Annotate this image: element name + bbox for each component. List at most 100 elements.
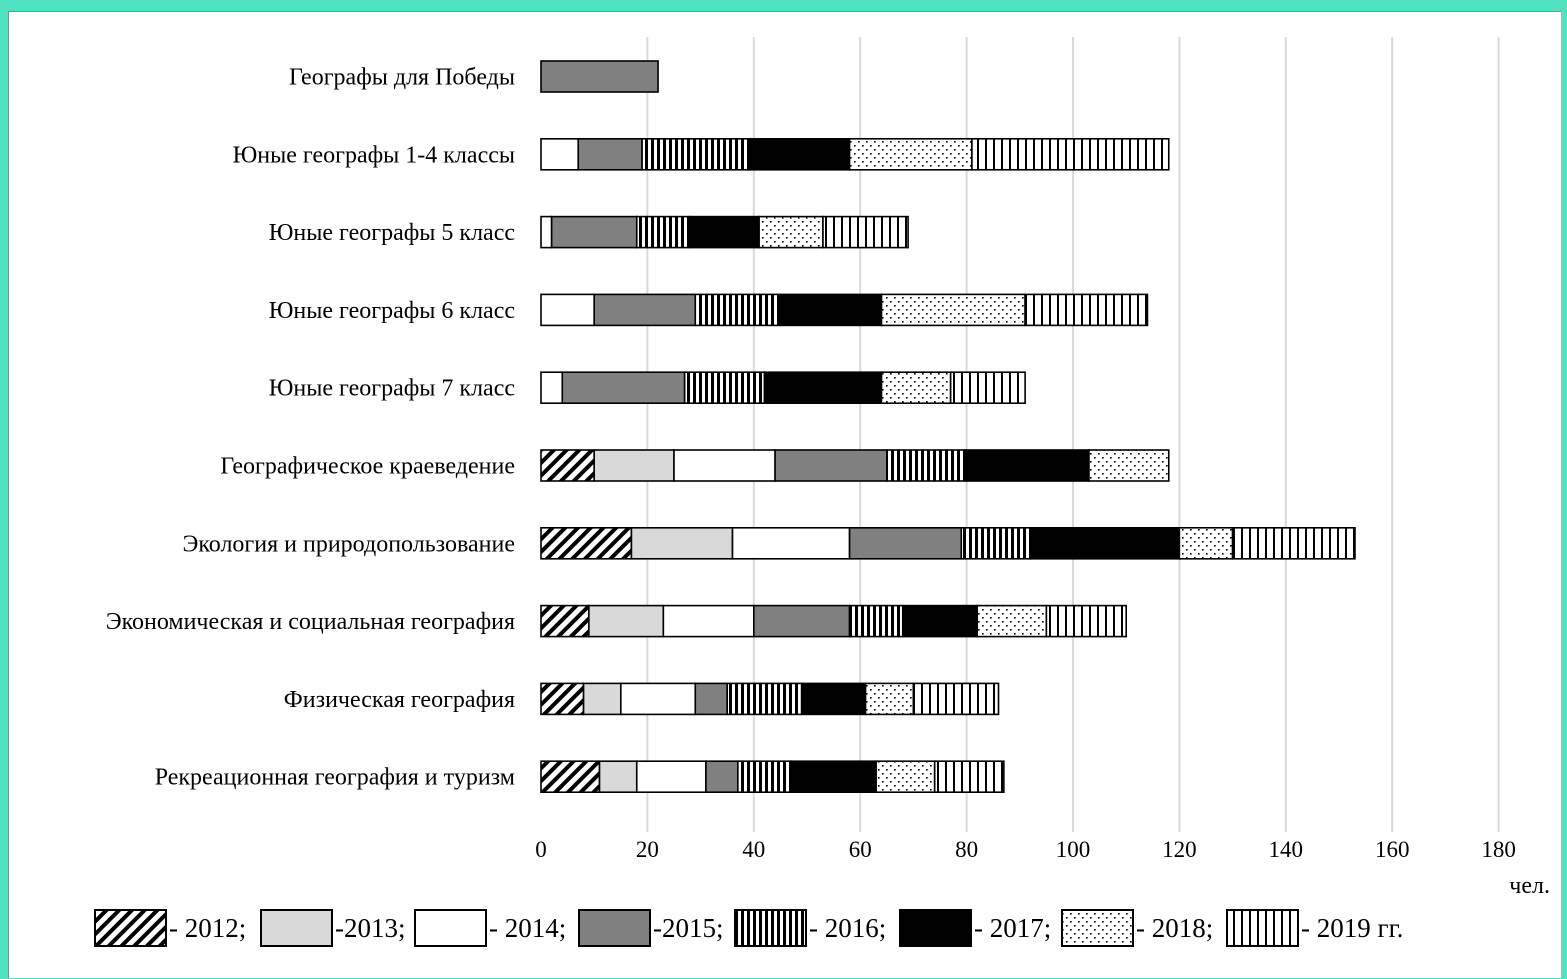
legend-label: - 2016; — [809, 913, 886, 943]
bar-segment — [540, 526, 633, 560]
bar-segment — [1231, 526, 1356, 560]
bar-segment — [774, 449, 888, 482]
legend-swatch — [260, 909, 333, 947]
legend-label: - 2014; — [489, 913, 566, 943]
chart-frame: Географы для Победы Юные географы 1-4 кла… — [8, 11, 1561, 978]
bar-segment — [540, 138, 580, 171]
bar-segment — [540, 682, 585, 716]
category-label: Экология и природопользование — [182, 531, 515, 557]
bars — [540, 60, 1356, 794]
bar-segment — [582, 682, 622, 716]
bar-segment — [1178, 526, 1234, 560]
bar-segment — [758, 215, 824, 249]
bar-segment — [763, 371, 883, 405]
bar-segment — [561, 371, 686, 405]
bar-segment — [864, 682, 915, 716]
x-tick-label: 60 — [849, 837, 872, 862]
bar-segment — [726, 682, 803, 716]
bar-segment — [912, 682, 1000, 716]
bar-segment — [588, 604, 665, 638]
bar-segment — [540, 371, 564, 405]
legend-label: - 2012; — [169, 913, 246, 943]
bar-segment — [965, 449, 1090, 482]
category-label: Юные географы 6 класс — [269, 298, 515, 324]
bar-segment — [540, 449, 596, 482]
bar-segment — [1045, 604, 1128, 638]
bar-segment — [593, 449, 675, 482]
bar-segment — [619, 682, 697, 716]
category-labels: Географы для Победы Юные географы 1-4 кла… — [106, 65, 515, 791]
bar-segment — [540, 760, 601, 794]
bar-segment — [747, 138, 851, 171]
bar-segment — [880, 371, 952, 405]
legend-swatch — [1061, 909, 1134, 947]
category-label: Физическая география — [284, 687, 515, 713]
legend-swatch — [94, 909, 167, 947]
category-label: Экономическая и социальная география — [106, 609, 515, 635]
bar-segment — [880, 293, 1026, 327]
bar-segment — [949, 371, 1026, 405]
bar-segment — [641, 138, 750, 171]
bar-segment — [540, 604, 590, 638]
bar-segment — [960, 526, 1032, 560]
bar-segment — [1024, 293, 1149, 327]
bar-segment — [689, 215, 760, 249]
bar-segment — [933, 760, 1005, 794]
bar-segment — [1088, 449, 1170, 482]
category-label: Рекреационная география и туризм — [155, 765, 515, 791]
x-axis-ticks: 0 20 40 60 80 100 120 140 160 180 — [535, 837, 1516, 862]
bar-segment — [577, 138, 643, 171]
x-tick-label: 180 — [1481, 837, 1516, 862]
legend-label: -2015; — [653, 913, 724, 943]
legend-swatch — [414, 909, 487, 947]
bar-segment — [779, 293, 883, 327]
bar-segment — [1029, 526, 1181, 560]
category-label: Юные географы 5 класс — [269, 220, 515, 246]
bar-segment — [737, 760, 792, 794]
bar-segment — [694, 682, 729, 716]
category-label: Юные географы 7 класс — [269, 376, 515, 402]
category-label: Географическое краеведение — [220, 454, 515, 480]
x-axis-unit: чел. — [1509, 873, 1550, 899]
bar-segment — [901, 604, 979, 638]
bar-segment — [976, 604, 1048, 638]
legend-label: -2013; — [335, 913, 406, 943]
bar-segment — [875, 760, 936, 794]
bar-segment — [540, 215, 553, 249]
x-tick-label: 80 — [955, 837, 978, 862]
bar-segment — [593, 293, 697, 327]
bar-segment — [550, 215, 638, 249]
bar-segment — [635, 760, 707, 794]
legend-label: - 2019 гг. — [1301, 913, 1403, 943]
x-tick-label: 40 — [742, 837, 765, 862]
bar-segment — [848, 604, 904, 638]
bar-segment — [683, 371, 766, 405]
bar-segment — [848, 526, 963, 560]
bar-segment — [540, 293, 596, 327]
category-label: Географы для Победы — [289, 65, 515, 91]
legend-swatch — [899, 909, 972, 947]
bar-segment — [673, 449, 776, 482]
bar-segment — [540, 60, 659, 93]
legend: - 2012; -2013; - 2014; -2015; - 2016; - 2017;… — [94, 909, 1403, 947]
legend-swatch — [1226, 909, 1299, 947]
x-tick-label: 0 — [535, 837, 547, 862]
bar-segment — [752, 604, 851, 638]
bar-segment — [705, 760, 739, 794]
category-label: Юные географы 1-4 классы — [233, 142, 515, 168]
bar-segment — [848, 138, 973, 171]
bar-segment — [790, 760, 877, 794]
legend-label: - 2018; — [1136, 913, 1213, 943]
bar-segment — [971, 138, 1170, 171]
bar-chart: Географы для Победы Юные географы 1-4 кла… — [94, 37, 1550, 947]
x-tick-label: 100 — [1056, 837, 1091, 862]
legend-label: - 2017; — [974, 913, 1051, 943]
bar-segment — [800, 682, 867, 716]
bar-segment — [598, 760, 638, 794]
legend-swatch — [734, 909, 807, 947]
x-tick-label: 20 — [636, 837, 659, 862]
bar-segment — [822, 215, 909, 249]
bar-segment — [731, 526, 851, 560]
bar-segment — [694, 293, 782, 327]
bar-segment — [662, 604, 755, 638]
